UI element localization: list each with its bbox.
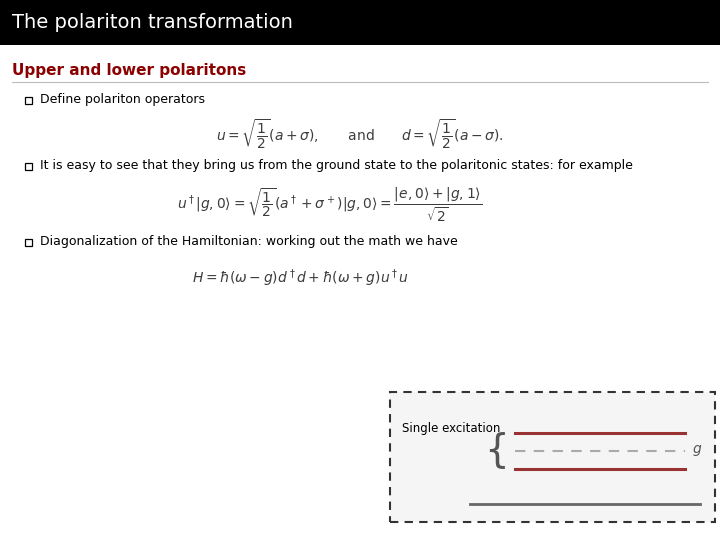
Text: $g$: $g$ <box>692 443 702 458</box>
Text: Single excitation: Single excitation <box>402 422 500 435</box>
Text: Define polariton operators: Define polariton operators <box>40 93 205 106</box>
Text: It is easy to see that they bring us from the ground state to the polaritonic st: It is easy to see that they bring us fro… <box>40 159 633 172</box>
Text: $\{$: $\{$ <box>484 430 506 471</box>
Bar <box>24 239 32 246</box>
Text: Upper and lower polaritons: Upper and lower polaritons <box>12 63 246 78</box>
Text: $u^\dagger|g,0\rangle = \sqrt{\dfrac{1}{2}}(a^\dagger+\sigma^+)|g,0\rangle = \df: $u^\dagger|g,0\rangle = \sqrt{\dfrac{1}{… <box>177 186 482 224</box>
Bar <box>24 163 32 170</box>
Text: The polariton transformation: The polariton transformation <box>12 14 293 32</box>
Bar <box>390 392 715 522</box>
Text: $u = \sqrt{\dfrac{1}{2}}(a+\sigma), \qquad \mathrm{and} \qquad d = \sqrt{\dfrac{: $u = \sqrt{\dfrac{1}{2}}(a+\sigma), \qqu… <box>216 117 504 151</box>
Text: Diagonalization of the Hamiltonian: working out the math we have: Diagonalization of the Hamiltonian: work… <box>40 235 458 248</box>
Bar <box>0 0 720 45</box>
Bar <box>24 97 32 104</box>
Text: $H = \hbar(\omega-g)d^\dagger d + \hbar(\omega+g)u^\dagger u$: $H = \hbar(\omega-g)d^\dagger d + \hbar(… <box>192 267 408 289</box>
